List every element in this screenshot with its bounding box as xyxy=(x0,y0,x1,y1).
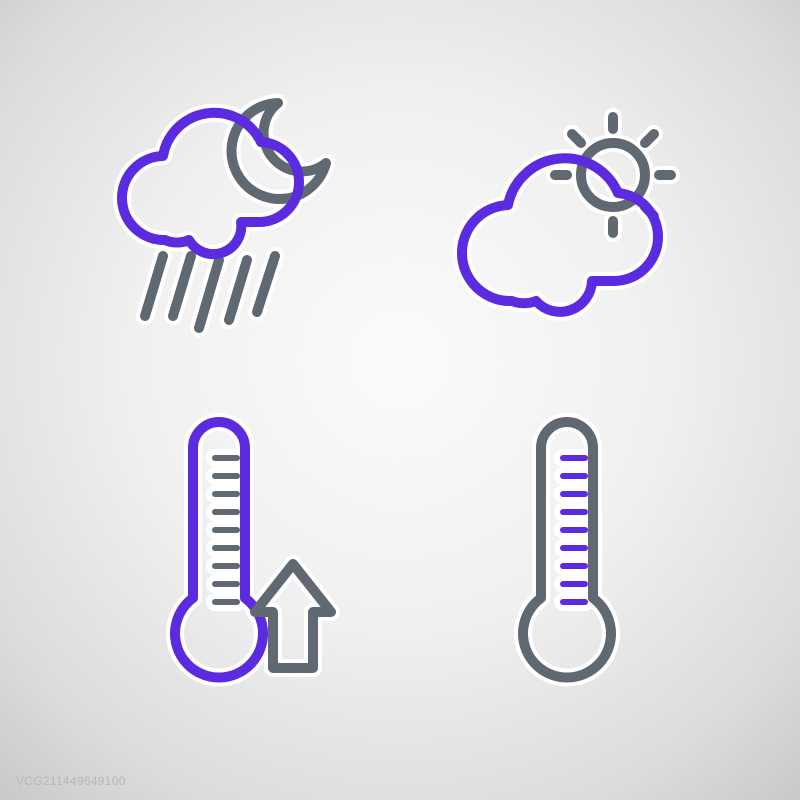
thermometer-icon xyxy=(483,418,653,698)
cloud-sun-icon xyxy=(438,103,698,343)
thermometer-rising-icon xyxy=(123,418,343,698)
cloud-moon-rain-icon xyxy=(103,88,363,358)
icon-grid xyxy=(90,80,710,700)
cell-thermometer xyxy=(425,415,710,700)
cell-cloud-moon-rain xyxy=(90,80,375,365)
cell-cloud-sun xyxy=(425,80,710,365)
watermark-text: VCG211449649100 xyxy=(16,774,126,788)
cell-thermometer-rising xyxy=(90,415,375,700)
